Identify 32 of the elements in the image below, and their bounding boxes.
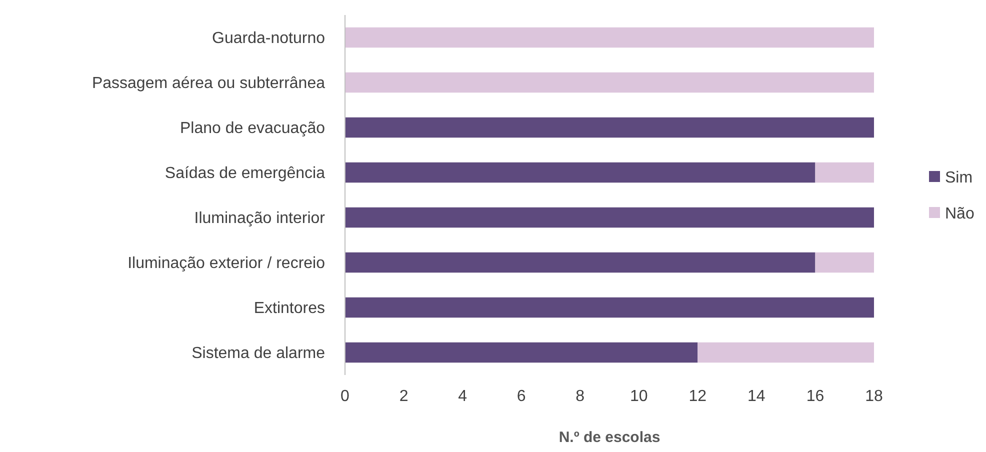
y-tick-label: Plano de evacuação xyxy=(180,120,326,138)
legend-label: Não xyxy=(945,206,974,223)
y-tick-label: Saídas de emergência xyxy=(164,165,326,182)
x-axis-title: N.º de escolas xyxy=(558,429,660,446)
bar xyxy=(345,207,874,228)
bar xyxy=(345,117,874,138)
bar xyxy=(345,342,698,363)
y-tick-label: Iluminação interior xyxy=(194,210,326,228)
bar xyxy=(345,27,874,48)
x-tick-label: 18 xyxy=(865,388,883,405)
y-tick-label: Passagem aérea ou subterrânea xyxy=(92,75,326,92)
x-tick-label: 0 xyxy=(340,388,350,405)
bar xyxy=(345,252,816,273)
x-tick-label: 6 xyxy=(516,388,526,405)
bar xyxy=(345,72,874,93)
bar xyxy=(345,297,874,318)
x-tick-label: 10 xyxy=(630,388,648,405)
x-tick-label: 14 xyxy=(748,388,766,405)
x-tick-label: 4 xyxy=(458,388,468,405)
y-tick-label: Extintores xyxy=(254,300,325,318)
x-tick-label: 8 xyxy=(576,388,585,405)
x-tick-label: 2 xyxy=(399,388,408,405)
bar xyxy=(815,162,874,183)
bar xyxy=(698,342,874,363)
y-tick-label: Guarda-noturno xyxy=(212,30,326,48)
y-tick-label: Sistema de alarme xyxy=(192,345,326,362)
x-tick-label: 12 xyxy=(688,388,707,405)
legend-label: Sim xyxy=(945,170,973,187)
bar xyxy=(815,252,874,273)
y-tick-label: Iluminação exterior / recreio xyxy=(128,255,326,272)
x-tick-label: 16 xyxy=(806,388,824,405)
bar xyxy=(345,162,816,183)
